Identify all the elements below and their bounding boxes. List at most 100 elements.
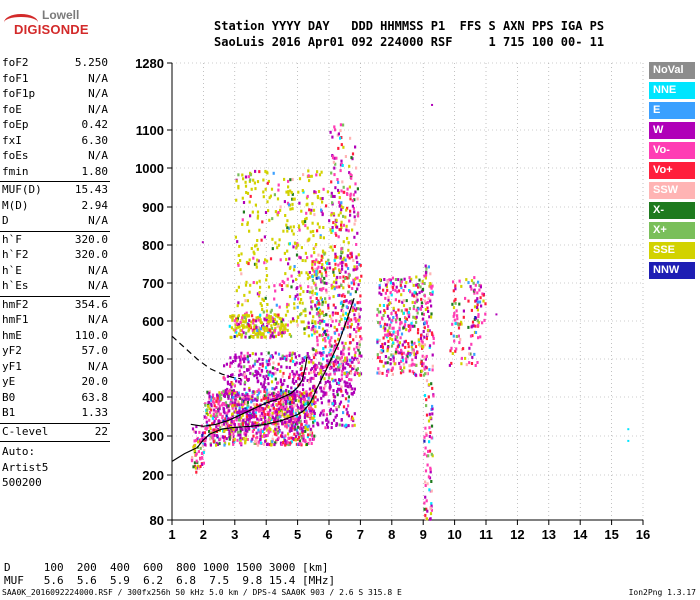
echo-point bbox=[277, 390, 280, 394]
echo-point bbox=[452, 289, 455, 293]
echo-point bbox=[334, 311, 337, 315]
echo-point bbox=[332, 349, 335, 353]
echo-point bbox=[240, 333, 244, 337]
echo-point bbox=[428, 344, 432, 348]
echo-point bbox=[339, 136, 342, 140]
echo-point bbox=[338, 285, 341, 289]
echo-point bbox=[472, 324, 475, 328]
echo-point bbox=[351, 204, 354, 208]
echo-point bbox=[328, 380, 331, 384]
echo-point bbox=[272, 403, 275, 407]
echo-point bbox=[269, 257, 273, 261]
echo-point bbox=[256, 370, 259, 374]
echo-point bbox=[262, 421, 265, 425]
echo-point bbox=[290, 404, 294, 408]
echo-point bbox=[376, 371, 379, 375]
legend-item: NoVal bbox=[649, 62, 695, 79]
echo-point bbox=[273, 284, 276, 288]
echo-point bbox=[229, 383, 232, 386]
echo-point bbox=[344, 358, 347, 362]
echo-point bbox=[388, 301, 391, 305]
echo-point bbox=[240, 252, 243, 256]
echo-point bbox=[376, 340, 379, 344]
echo-point bbox=[269, 317, 272, 321]
echo-point bbox=[418, 278, 421, 282]
echo-point bbox=[229, 388, 232, 392]
echo-point bbox=[256, 180, 260, 184]
echo-point bbox=[423, 439, 426, 443]
echo-point bbox=[395, 285, 398, 289]
echo-point bbox=[257, 259, 260, 263]
echo-point bbox=[334, 415, 337, 419]
echo-point bbox=[293, 419, 296, 423]
echo-point bbox=[223, 443, 226, 447]
echo-point bbox=[349, 387, 352, 391]
echo-point bbox=[323, 252, 326, 256]
echo-point bbox=[346, 312, 349, 316]
echo-point bbox=[273, 323, 276, 326]
echo-point bbox=[277, 425, 280, 429]
echo-point bbox=[423, 299, 426, 303]
echo-point bbox=[319, 296, 322, 300]
echo-point bbox=[234, 407, 237, 411]
echo-point bbox=[460, 320, 463, 324]
echo-point bbox=[349, 364, 352, 368]
echo-point bbox=[329, 228, 332, 232]
echo-point bbox=[464, 296, 467, 300]
echo-point bbox=[451, 322, 454, 326]
echo-point bbox=[407, 342, 410, 345]
param-value: N/A bbox=[88, 263, 108, 277]
echo-point bbox=[286, 249, 289, 253]
echo-point bbox=[312, 437, 315, 441]
echo-point bbox=[333, 173, 336, 177]
echo-point bbox=[394, 278, 397, 281]
echo-point bbox=[430, 480, 433, 483]
echo-point bbox=[324, 391, 327, 395]
echo-point bbox=[277, 313, 280, 317]
echo-point bbox=[277, 323, 280, 327]
echo-point bbox=[328, 296, 331, 300]
echo-point bbox=[242, 314, 245, 318]
echo-point bbox=[474, 331, 478, 334]
echo-point bbox=[264, 366, 268, 370]
echo-point bbox=[320, 208, 323, 212]
echo-point bbox=[260, 412, 263, 415]
echo-point bbox=[396, 290, 399, 294]
echo-point bbox=[340, 418, 343, 422]
echo-point bbox=[249, 194, 252, 198]
echo-point bbox=[314, 405, 317, 409]
echo-point bbox=[246, 314, 249, 318]
echo-point bbox=[356, 187, 359, 191]
echo-point bbox=[313, 190, 316, 194]
echo-point bbox=[245, 191, 248, 194]
echo-point bbox=[289, 334, 293, 338]
echo-point bbox=[329, 385, 332, 389]
echo-point bbox=[428, 345, 431, 349]
echo-point bbox=[297, 399, 300, 403]
echo-point bbox=[401, 358, 404, 362]
echo-point bbox=[279, 406, 282, 410]
echo-point bbox=[288, 429, 291, 433]
echo-point bbox=[352, 206, 355, 210]
echo-point bbox=[350, 360, 353, 364]
echo-point bbox=[281, 442, 284, 446]
echo-point bbox=[271, 387, 274, 391]
echo-point bbox=[248, 354, 252, 358]
echo-point bbox=[320, 364, 323, 368]
echo-point bbox=[412, 348, 415, 352]
echo-point bbox=[320, 170, 323, 174]
echo-point bbox=[322, 333, 325, 337]
echo-point bbox=[237, 391, 240, 395]
echo-point bbox=[234, 390, 238, 394]
echo-point bbox=[357, 372, 360, 376]
echo-point bbox=[344, 263, 347, 267]
echo-point bbox=[420, 305, 423, 308]
echo-point bbox=[382, 314, 385, 317]
echo-point bbox=[242, 420, 245, 424]
echo-point bbox=[267, 393, 270, 397]
x-tick-label: 3 bbox=[231, 527, 238, 542]
echo-point bbox=[269, 395, 272, 399]
echo-point bbox=[267, 209, 270, 213]
param-value: N/A bbox=[88, 87, 108, 100]
echo-point bbox=[340, 308, 343, 312]
